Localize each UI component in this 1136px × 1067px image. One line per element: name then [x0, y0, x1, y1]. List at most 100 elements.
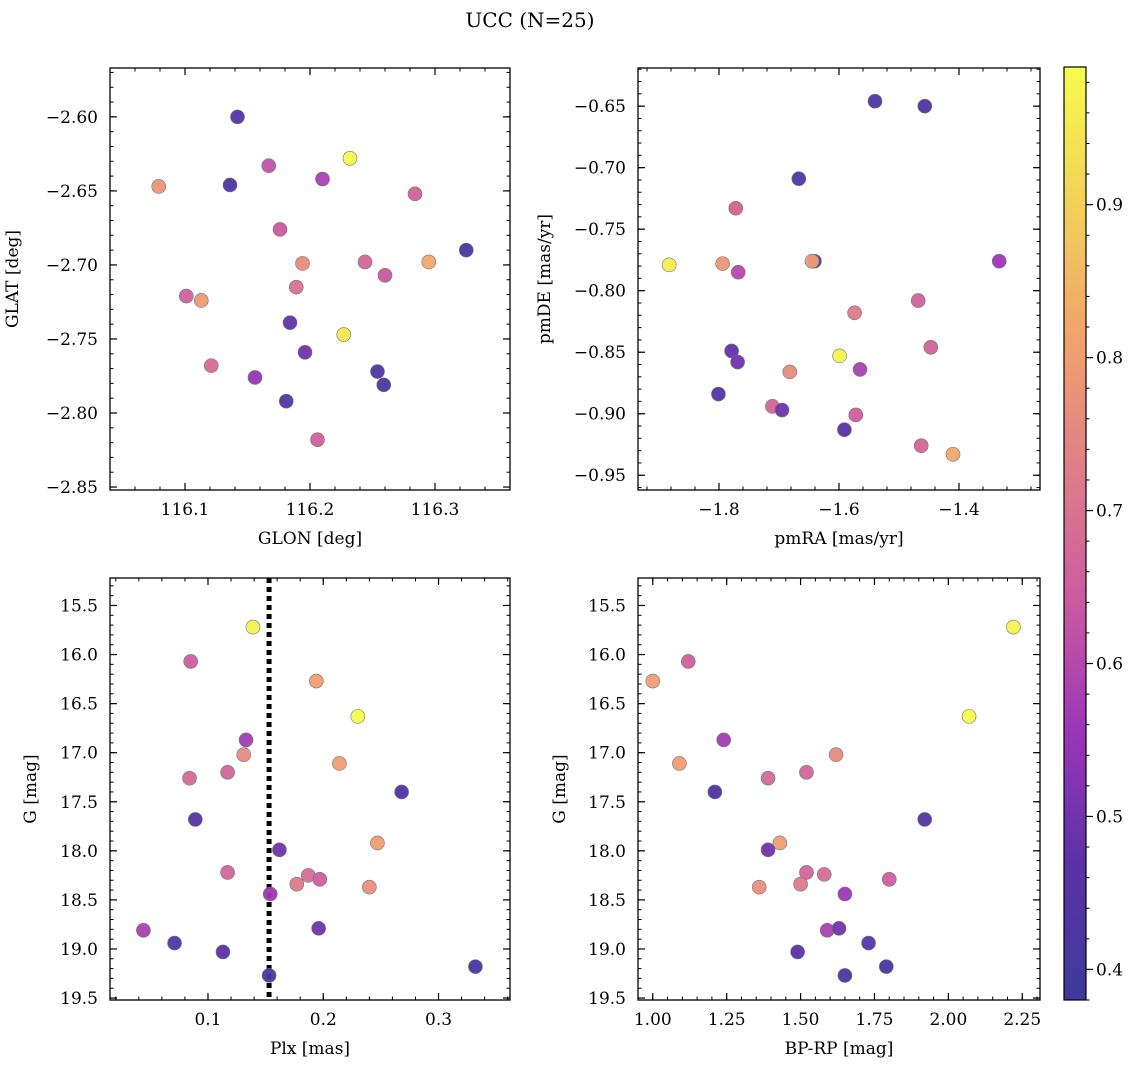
y-tick-label: 17.5 [60, 793, 98, 813]
x-axis-label: BP-RP [mag] [785, 1039, 894, 1059]
x-axis-label: pmRA [mas/yr] [774, 529, 903, 549]
data-point [852, 362, 868, 377]
y-tick-label: −0.90 [574, 405, 626, 425]
data-point [332, 756, 347, 771]
colorbar-tick-label: 0.8 [1096, 349, 1123, 369]
colorbar-tick-label: 0.9 [1096, 196, 1123, 216]
x-tick-label: 1.75 [856, 1010, 894, 1030]
data-point [183, 654, 198, 669]
data-point [772, 835, 788, 851]
data-point [730, 354, 745, 370]
y-tick-label: 15.5 [60, 596, 98, 616]
data-point [799, 865, 814, 880]
y-tick-label: −2.65 [46, 182, 98, 202]
y-tick-label: 17.5 [588, 793, 626, 813]
data-point [751, 879, 767, 895]
data-point [837, 886, 853, 902]
data-point [832, 348, 847, 364]
data-point [913, 438, 929, 454]
data-point [774, 402, 790, 418]
data-point [238, 732, 254, 748]
y-tick-label: −0.70 [574, 159, 626, 179]
data-point [261, 968, 277, 983]
y-tick-label: 17.0 [588, 744, 626, 764]
x-tick-label: 0.2 [310, 1010, 337, 1030]
data-point [991, 253, 1007, 269]
data-point [178, 288, 194, 304]
data-point [917, 812, 933, 827]
data-point [309, 673, 324, 689]
y-tick-label: −0.75 [574, 220, 626, 240]
x-tick-label: −1.4 [938, 500, 979, 520]
x-tick-label: 1.50 [782, 1010, 820, 1030]
data-point [247, 370, 263, 385]
data-point [297, 344, 313, 360]
data-point [182, 770, 197, 786]
y-tick-label: 15.5 [588, 596, 626, 616]
x-axis-label: Plx [mas] [270, 1039, 350, 1059]
y-tick-label: −0.95 [574, 466, 626, 486]
axes-frame [637, 67, 1041, 491]
data-point [828, 747, 844, 762]
x-tick-label: 116.1 [161, 500, 210, 520]
data-point [917, 98, 933, 114]
x-tick-label: 1.00 [634, 1010, 672, 1030]
y-tick-label: −0.65 [574, 97, 626, 117]
data-point [760, 770, 776, 786]
y-tick-label: 19.5 [60, 989, 98, 1009]
y-tick-label: 16.5 [588, 695, 626, 715]
data-point [910, 293, 926, 308]
data-point [357, 254, 373, 270]
data-point [278, 393, 294, 409]
data-point [793, 876, 808, 892]
y-tick-label: 16.0 [60, 646, 98, 666]
data-point [831, 921, 847, 936]
data-point [377, 267, 393, 283]
colorbar-tick-label: 0.4 [1096, 960, 1123, 980]
data-point [923, 339, 939, 355]
y-axis-label: G [mag] [21, 754, 41, 823]
data-point [295, 256, 310, 271]
data-point [261, 158, 277, 174]
colorbar-tick-label: 0.6 [1096, 655, 1123, 675]
data-point [861, 935, 876, 951]
data-point [167, 935, 182, 951]
data-point [707, 784, 723, 800]
axes-frame [109, 67, 511, 491]
data-point [370, 835, 385, 851]
data-point [220, 865, 235, 880]
data-point [220, 765, 235, 780]
panel-glon-glat: 116.1 116.2 116.3 −2.85 −2.80 −2.75 −2.70 −2.65… [3, 67, 511, 549]
y-tick-label: 19.5 [588, 989, 626, 1009]
data-point [847, 305, 862, 321]
data-point [336, 327, 352, 342]
y-tick-label: −2.60 [46, 108, 98, 128]
data-point [458, 242, 474, 258]
data-point [878, 959, 894, 974]
data-point [311, 921, 326, 936]
x-axis-label: GLON [deg] [258, 529, 362, 549]
data-point [245, 619, 261, 635]
y-tick-label: −0.80 [574, 282, 626, 302]
y-tick-label: 16.5 [60, 695, 98, 715]
y-tick-label: 18.0 [60, 842, 98, 862]
data-point [236, 747, 252, 762]
data-point [728, 200, 744, 216]
data-point [315, 171, 330, 187]
data-point [945, 447, 961, 462]
colorbar-gradient [1063, 66, 1087, 1001]
data-point [881, 871, 897, 887]
data-point [362, 879, 377, 895]
y-tick-label: −2.80 [46, 404, 98, 424]
y-tick-label: −0.85 [574, 343, 626, 363]
data-point [799, 765, 814, 780]
data-point [782, 364, 798, 380]
panel-plx-g: 0.1 0.2 0.3 15.5 16.0 16.5 17.0 17.5 18.0 18.5 19.… [21, 577, 511, 1059]
data-point [837, 422, 852, 438]
data-point [791, 171, 807, 187]
data-point [370, 364, 385, 379]
data-point [716, 732, 732, 748]
x-tick-label: 0.3 [425, 1010, 452, 1030]
axes-frame [109, 577, 511, 1001]
data-point [804, 253, 820, 269]
